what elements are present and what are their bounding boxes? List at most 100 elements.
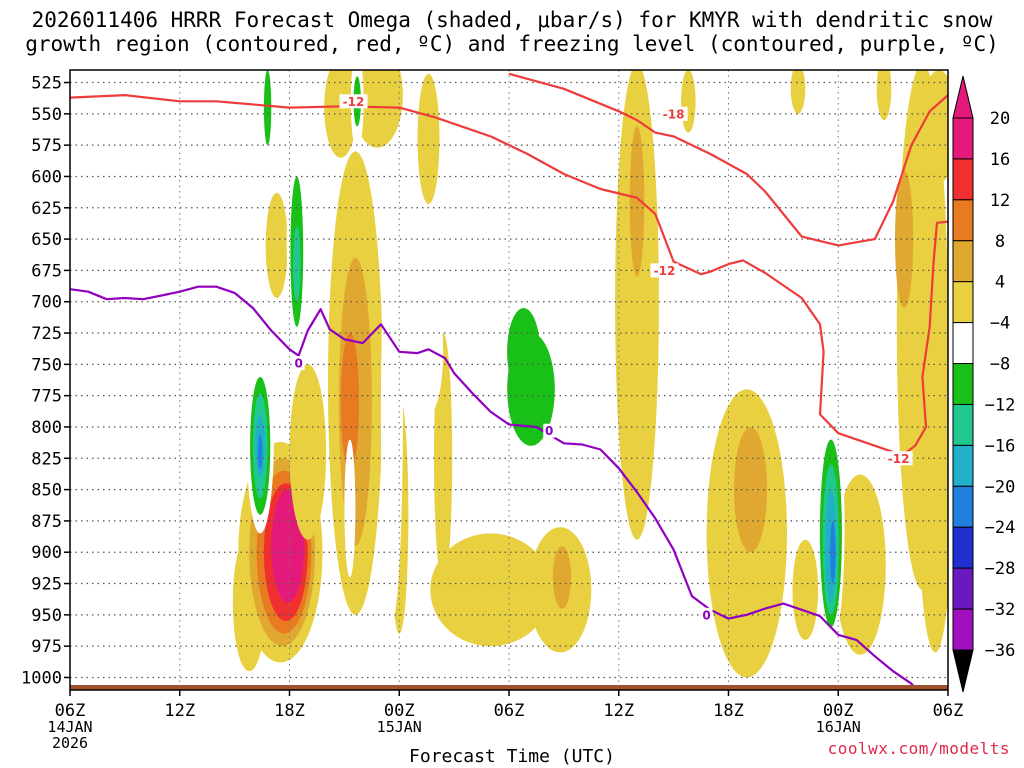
- colorbar-segment-2: [952, 199, 974, 242]
- grid-lines: [70, 70, 948, 690]
- y-tick-label-800: 800: [31, 418, 62, 438]
- y-tick-label-750: 750: [31, 355, 62, 375]
- colorbar-segment-11: [952, 567, 974, 610]
- x-tick-label-18-0: 00Z: [384, 701, 415, 721]
- red-contour-minus-18: [508, 72, 948, 247]
- x-tick-label-0-2: 2026: [52, 734, 88, 752]
- purple-contour-zero-degc-freezing-level: [70, 285, 919, 690]
- omega-region-27: [920, 70, 948, 183]
- omega-region-20: [629, 126, 645, 277]
- colorbar-segment-9: [952, 485, 974, 528]
- omega-region-16: [430, 533, 552, 647]
- y-tick-label-575: 575: [31, 136, 62, 156]
- colorbar-label-7: −12: [985, 395, 1016, 415]
- y-tick-label-600: 600: [31, 167, 62, 187]
- omega-region-30: [790, 70, 806, 114]
- temperature-contours: -12 -18 -12 -12 0 0 0: [70, 72, 948, 690]
- x-tick-label-12-0: 18Z: [274, 701, 305, 721]
- colorbar-label-10: −24: [985, 518, 1016, 538]
- omega-region-59: [830, 520, 836, 584]
- omega-region-45: [344, 439, 356, 578]
- colorbar-segment-3: [952, 240, 974, 283]
- x-tick-label-42-1: 16JAN: [816, 718, 861, 736]
- red-contour-label-2-bg: [650, 263, 679, 278]
- omega-region-37: [263, 70, 272, 146]
- y-tick-label-675: 675: [31, 261, 62, 281]
- y-tick-label-725: 725: [31, 324, 62, 344]
- colorbar-label-12: −32: [985, 600, 1016, 620]
- omega-region-19: [615, 70, 659, 540]
- x-tick-label-42-0: 00Z: [823, 701, 854, 721]
- colorbar-segment-4: [952, 281, 974, 324]
- omega-region-3: [351, 70, 403, 148]
- y-tick-label-650: 650: [31, 230, 62, 250]
- omega-region-29: [681, 70, 696, 133]
- y-tick-label-550: 550: [31, 105, 62, 125]
- y-tick-label-900: 900: [31, 543, 62, 563]
- omega-region-28: [895, 170, 914, 308]
- colorbar-segment-10: [952, 526, 974, 569]
- omega-region-7: [340, 333, 359, 471]
- omega-region-23: [792, 539, 819, 640]
- red-contour-label-1-bg: [659, 106, 688, 121]
- colorbar-segment-5: [952, 322, 974, 365]
- ground-surface: [70, 685, 948, 690]
- x-tick-label-30-0: 12Z: [603, 701, 634, 721]
- colorbar-label-0: 20: [990, 109, 1010, 129]
- omega-region-44: [258, 434, 263, 470]
- colorbar-top-arrow: [952, 75, 974, 119]
- x-tick-label-6-0: 12Z: [164, 701, 195, 721]
- y-tick-label-950: 950: [31, 606, 62, 626]
- red-contour-minus-12-upper: [70, 94, 894, 454]
- omega-shading: [232, 70, 948, 678]
- omega-region-24: [834, 474, 886, 655]
- omega-region-52: [507, 333, 555, 446]
- omega-region-0: [249, 95, 264, 308]
- omega-region-18: [552, 546, 572, 609]
- y-tick-label-925: 925: [31, 575, 62, 595]
- colorbar-label-13: −36: [985, 641, 1016, 661]
- purple-contour-label-1: 0: [545, 424, 553, 438]
- footer-url[interactable]: coolwx.com/modelts: [827, 739, 1010, 758]
- y-tick-label-975: 975: [31, 637, 62, 657]
- y-tick-label-875: 875: [31, 512, 62, 532]
- omega-region-53: [661, 426, 675, 540]
- x-tick-label-0-0: 06Z: [55, 701, 86, 721]
- colorbar-segment-0: [952, 117, 974, 160]
- omega-region-46: [380, 207, 403, 622]
- omega-region-1: [265, 192, 288, 298]
- purple-contour-label-2-bg: [700, 607, 713, 622]
- purple-contour-label-1-bg: [543, 423, 556, 438]
- colorbar-segment-6: [952, 363, 974, 405]
- colorbar-label-8: −16: [985, 436, 1016, 456]
- colorbar-segment-12: [952, 608, 974, 651]
- omega-region-35: [293, 226, 301, 302]
- omega-region-22: [734, 427, 767, 553]
- x-tick-label-24-0: 06Z: [494, 701, 525, 721]
- y-tick-label-700: 700: [31, 293, 62, 313]
- y-tick-label-850: 850: [31, 481, 62, 501]
- colorbar-label-6: −8: [990, 355, 1010, 375]
- red-contour-label-2: -12: [654, 264, 676, 278]
- omega-region-47: [413, 289, 444, 415]
- omega-region-4: [417, 73, 440, 205]
- omega-region-50: [534, 239, 583, 377]
- purple-contour-label-0-bg: [292, 356, 305, 371]
- red-contour-label-0: -12: [343, 95, 365, 109]
- colorbar-label-5: −4: [990, 314, 1010, 334]
- y-tick-label-825: 825: [31, 449, 62, 469]
- colorbar-label-9: −20: [985, 477, 1016, 497]
- y-axis-ticks: 525 550 575 600 625 650 675 700 725 750 775 800 825 8…: [21, 74, 70, 688]
- colorbar-label-1: 16: [990, 150, 1010, 170]
- omega-region-48: [445, 276, 460, 352]
- y-tick-label-625: 625: [31, 199, 62, 219]
- x-axis-label: Forecast Time (UTC): [409, 746, 615, 767]
- chart-title: 2026011406 HRRR Forecast Omega (shaded, …: [25, 8, 999, 56]
- red-contour-minus-12-lower: [896, 220, 948, 461]
- colorbar-segment-8: [952, 444, 974, 487]
- omega-region-31: [876, 70, 892, 121]
- red-contour-label-3-bg: [884, 451, 913, 466]
- colorbar-segment-1: [952, 158, 974, 201]
